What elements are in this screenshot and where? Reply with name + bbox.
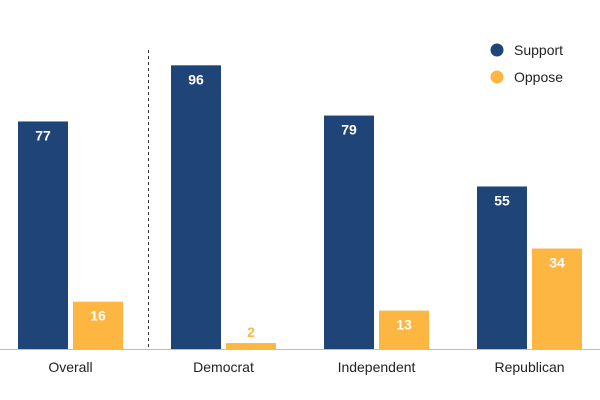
bar-republican-support [477,186,527,349]
bar-overall-support [18,121,68,349]
data-label-democrat-oppose: 2 [247,324,255,340]
category-label-independent: Independent [338,359,416,375]
category-labels-group: Overall Democrat Independent Republican [48,359,564,375]
data-label-overall-support: 77 [35,127,51,143]
bar-labels-group: 77 16 96 2 79 13 55 34 [35,71,565,340]
data-label-republican-support: 55 [494,192,510,208]
legend-swatch-support [490,43,504,57]
bars-group [18,65,582,350]
bar-independent-support [324,115,374,350]
bar-republican-oppose [532,248,582,349]
data-label-democrat-support: 96 [188,71,204,87]
data-label-republican-oppose: 34 [549,255,565,271]
bar-independent-oppose [379,310,429,349]
legend-label-support: Support [514,42,563,58]
bar-democrat-oppose [226,343,276,349]
legend-swatch-oppose [490,70,504,84]
legend: Support Oppose [490,42,563,85]
data-label-independent-support: 79 [341,122,357,138]
data-label-independent-oppose: 13 [396,317,412,333]
category-label-democrat: Democrat [193,359,254,375]
bar-overall-oppose [73,301,123,349]
category-label-overall: Overall [48,359,92,375]
category-label-republican: Republican [494,359,564,375]
data-label-overall-oppose: 16 [90,308,106,324]
bar-democrat-support [171,65,221,349]
legend-label-oppose: Oppose [514,69,563,85]
